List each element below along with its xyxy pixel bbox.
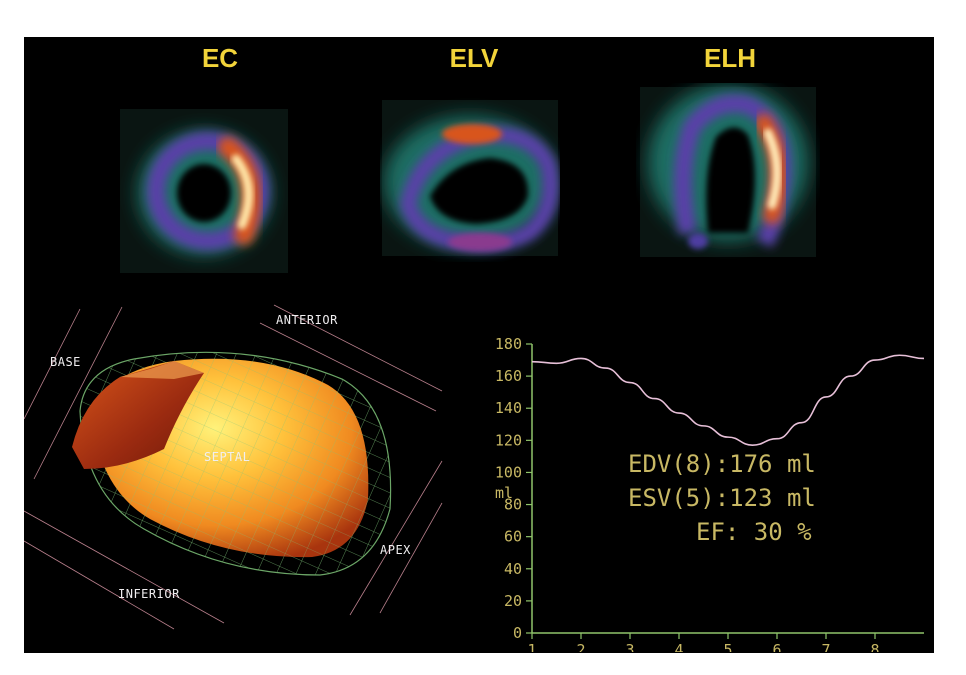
- x-tick-label: 6: [772, 641, 781, 652]
- y-tick-label: 120: [495, 431, 522, 449]
- figure-panel: EC ELV ELH: [24, 37, 934, 653]
- inferior-label: INFERIOR: [118, 587, 180, 601]
- y-tick-label: 100: [495, 463, 522, 481]
- x-tick-label: 3: [625, 641, 634, 652]
- x-tick-label: 7: [821, 641, 830, 652]
- septal-label: SEPTAL: [204, 450, 251, 464]
- y-tick-label: 80: [504, 496, 522, 514]
- esv-readout: ESV(5):123 ml: [628, 484, 816, 512]
- volume-curve-chart: 02040608010012014016018012345678time bin…: [495, 335, 925, 652]
- apex-label: APEX: [380, 543, 411, 557]
- elv-view-title: ELV: [449, 43, 499, 73]
- ef-readout: EF: 30 %: [696, 518, 812, 546]
- anterior-label: ANTERIOR: [276, 313, 338, 327]
- y-tick-label: 60: [504, 528, 522, 546]
- elh-view-title: ELH: [704, 43, 756, 73]
- y-tick-label: 140: [495, 399, 522, 417]
- y-tick-label: 180: [495, 335, 522, 353]
- elv-slice-image: [382, 100, 559, 256]
- y-tick-label: 160: [495, 367, 522, 385]
- ec-slice-image: [120, 109, 288, 273]
- x-tick-label: 8: [870, 641, 879, 652]
- ec-view-title: EC: [201, 43, 239, 73]
- base-label: BASE: [50, 355, 81, 369]
- x-tick-label: 4: [674, 641, 683, 652]
- x-tick-label: 5: [723, 641, 732, 652]
- elh-slice-image: [640, 85, 816, 257]
- x-tick-label: 2: [576, 641, 585, 652]
- volume-curve-line: [531, 354, 925, 446]
- y-tick-label: 0: [513, 624, 522, 642]
- y-tick-label: 20: [504, 592, 522, 610]
- y-tick-label: 40: [504, 560, 522, 578]
- x-tick-label: 1: [527, 641, 536, 652]
- ventricle-3d-model: [24, 304, 443, 630]
- edv-readout: EDV(8):176 ml: [628, 450, 816, 478]
- y-axis-title: ml: [495, 484, 513, 502]
